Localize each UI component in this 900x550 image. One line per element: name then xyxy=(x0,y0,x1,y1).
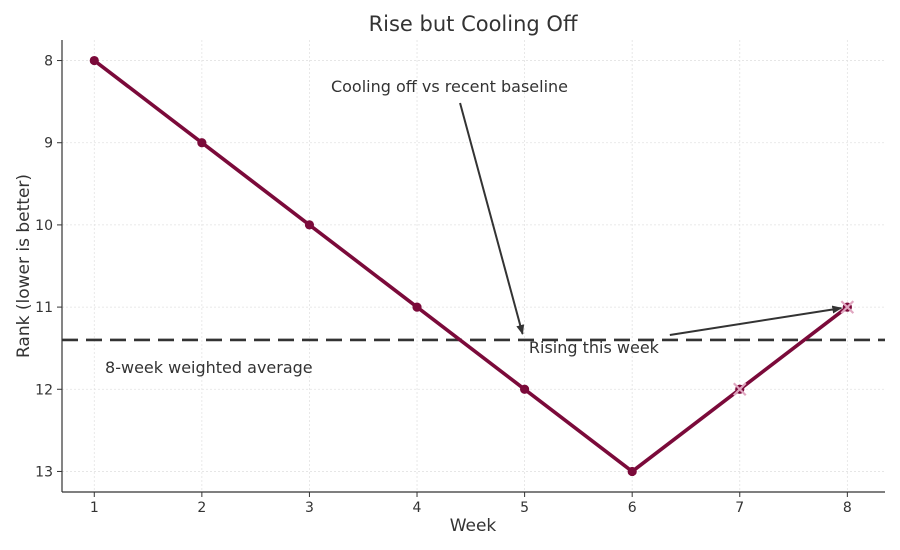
annotation-rising: Rising this week xyxy=(529,338,660,357)
x-tick-label: 1 xyxy=(90,500,99,516)
rank-data-point xyxy=(89,55,99,66)
y-tick-label: 12 xyxy=(35,382,53,398)
annotations-group: Cooling off vs recent baseline Rising thi… xyxy=(331,77,843,357)
chart-title: Rise but Cooling Off xyxy=(369,12,578,36)
highlight-x-marker xyxy=(732,382,747,397)
x-marker-stroke xyxy=(732,382,747,397)
x-tick-label: 7 xyxy=(735,500,744,516)
x-axis-label: Week xyxy=(450,516,497,536)
y-axis-label: Rank (lower is better) xyxy=(14,174,34,358)
y-tick-label: 8 xyxy=(44,54,53,70)
y-tick-label: 11 xyxy=(35,300,53,316)
rank-series-line xyxy=(92,58,850,474)
y-tick-label: 13 xyxy=(35,464,53,480)
series-group xyxy=(89,55,852,477)
x-tick-label: 2 xyxy=(197,500,206,516)
highlight-x-marker xyxy=(840,300,855,314)
weighted-average-label: 8-week weighted average xyxy=(105,358,313,377)
x-tick-label: 5 xyxy=(520,500,529,516)
y-tick-label: 9 xyxy=(44,136,53,152)
rank-data-point xyxy=(304,220,315,230)
reference-line-group: 8-week weighted average xyxy=(62,338,885,377)
x-marker-stroke xyxy=(840,300,855,314)
annotation-cooling-off: Cooling off vs recent baseline xyxy=(331,77,568,96)
x-tick-label: 6 xyxy=(628,500,637,516)
x-tick-label: 8 xyxy=(843,500,852,516)
rank-data-point xyxy=(412,302,422,312)
annotation-arrow-cooling-off xyxy=(459,102,525,335)
grid-lines xyxy=(62,40,885,492)
rank-data-point xyxy=(520,384,530,394)
rank-data-point xyxy=(197,138,207,148)
x-tick-label: 3 xyxy=(305,500,314,516)
highlight-marks-group xyxy=(732,300,855,397)
y-tick-label: 10 xyxy=(35,218,53,234)
x-tick-label: 4 xyxy=(413,500,422,516)
annotation-arrow-rising xyxy=(669,305,843,336)
rank-data-point xyxy=(627,466,637,477)
